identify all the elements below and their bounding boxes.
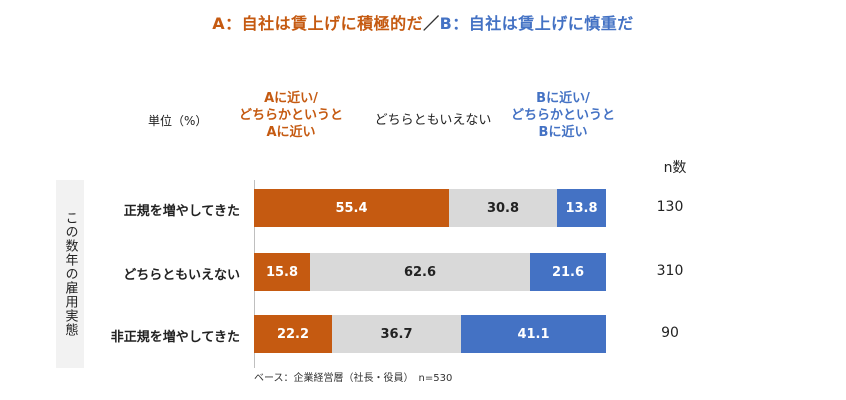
bar-segment: 30.8 <box>449 189 557 227</box>
chart-title: A：自社は賃上げに積極的だ／B：自社は賃上げに慎重だ <box>0 10 846 34</box>
data-label: 55.4 <box>335 200 368 216</box>
category-label: どちらともいえない <box>123 268 240 283</box>
bar-segment: 55.4 <box>254 189 449 227</box>
header-a-line1: Aに近い/ <box>264 91 318 106</box>
header-a-line2: どちらかというと <box>238 108 343 123</box>
data-label: 41.1 <box>517 326 550 342</box>
header-a-line3: Aに近い <box>266 125 316 140</box>
title-a: A：自社は賃上げに積極的だ <box>212 14 424 33</box>
data-label: 13.8 <box>565 200 598 216</box>
title-b: B：自社は賃上げに慎重だ <box>439 14 634 33</box>
category-label: 非正規を増やしてきた <box>110 330 240 345</box>
header-mid: どちらともいえない <box>374 113 492 128</box>
bar-segment: 15.8 <box>254 253 310 291</box>
n-value: 130 <box>656 199 684 215</box>
data-label: 15.8 <box>265 264 299 280</box>
bar-segment: 22.2 <box>254 315 332 353</box>
data-label: 36.7 <box>380 326 413 342</box>
data-label: 62.6 <box>403 264 437 280</box>
header-b-line3: Bに近い <box>538 125 588 140</box>
side-label: この数年の雇用実態 <box>62 211 78 337</box>
side-label-box: この数年の雇用実態 <box>56 180 84 368</box>
header-b-line2: どちらかというと <box>510 108 615 123</box>
data-label: 22.2 <box>276 326 310 342</box>
unit-label: 単位（%） <box>148 114 208 128</box>
bar-segment: 36.7 <box>332 315 461 353</box>
data-label: 21.6 <box>551 264 585 280</box>
bar-segment: 13.8 <box>557 189 606 227</box>
bar-segment: 41.1 <box>461 315 606 353</box>
n-value: 310 <box>656 263 684 279</box>
base-note: ベース：企業経営層（社長・役員） n=530 <box>254 373 453 384</box>
bar-segment: 62.6 <box>310 253 530 291</box>
bar-segment: 21.6 <box>530 253 606 291</box>
header-a: Aに近い/ どちらかというと Aに近い <box>226 90 356 141</box>
n-value: 90 <box>661 325 679 341</box>
data-label: 30.8 <box>486 200 520 216</box>
header-b: Bに近い/ どちらかというと Bに近い <box>498 90 628 141</box>
header-n: n数 <box>663 160 687 176</box>
header-b-line1: Bに近い/ <box>536 91 590 106</box>
category-label: 正規を増やしてきた <box>123 204 240 219</box>
title-separator: ／ <box>423 14 440 33</box>
